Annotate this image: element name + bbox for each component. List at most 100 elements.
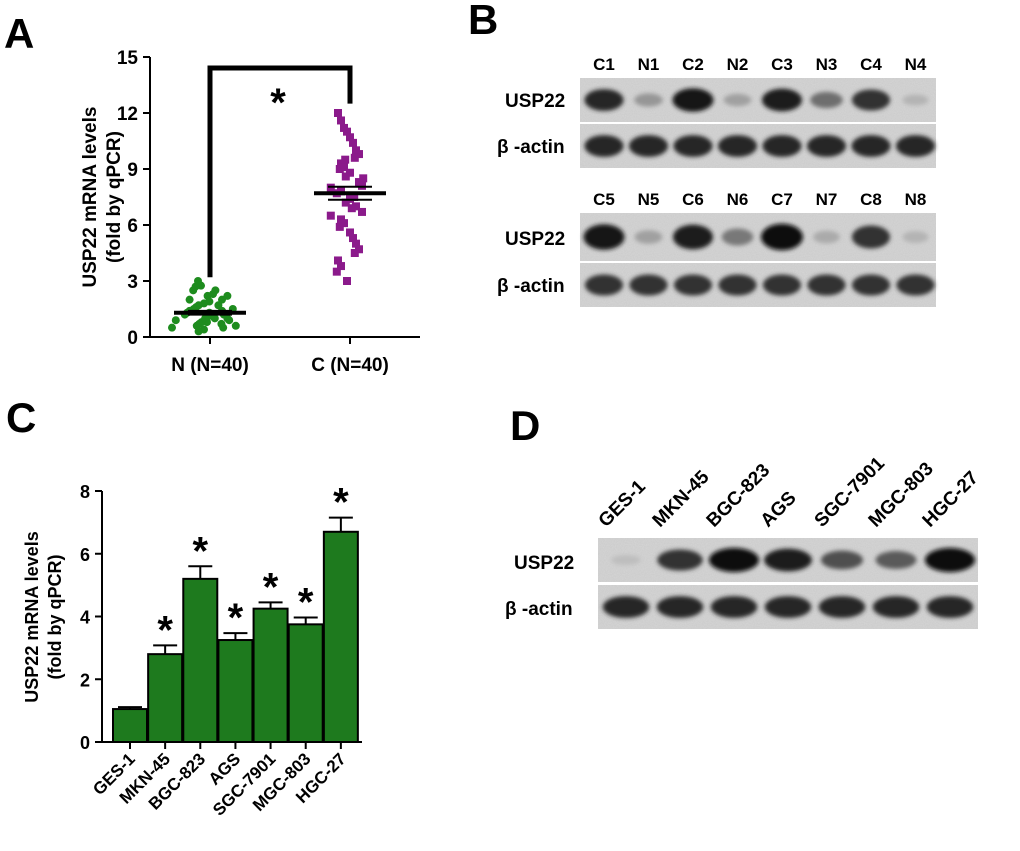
usp22-strip-band	[820, 550, 864, 570]
data-point-c	[346, 168, 354, 177]
data-point-c	[358, 207, 366, 216]
row-label-actin: β -actin	[497, 137, 565, 158]
data-point-n	[189, 286, 198, 295]
data-point-c	[350, 249, 359, 257]
lane-label: N7	[816, 190, 838, 209]
actin-strip-top-band	[851, 135, 891, 157]
significance-star: *	[228, 596, 244, 640]
data-point-n	[168, 323, 176, 332]
y-tick-label: 2	[80, 670, 90, 690]
lane-label: AGS	[757, 488, 801, 532]
actin-strip-band	[710, 596, 758, 618]
data-point-c	[326, 211, 335, 220]
data-point-c	[352, 202, 360, 211]
data-point-c	[337, 116, 345, 125]
lane-label: C7	[771, 190, 793, 209]
usp22-strip-top-band	[672, 88, 714, 112]
data-point-c	[346, 133, 354, 142]
panel-letter-b: B	[468, 0, 498, 43]
usp22-strip-bottom-band	[851, 225, 891, 249]
data-point-c	[355, 245, 363, 254]
actin-strip-top-band	[762, 135, 802, 157]
actin-strip-bottom-band	[629, 274, 668, 296]
lane-label: N5	[638, 190, 660, 209]
y-tick-label: 12	[117, 104, 138, 125]
actin-strip-bottom-band	[584, 274, 624, 296]
data-point-c	[349, 234, 357, 243]
usp22-strip-bottom-band	[634, 230, 663, 244]
lane-label: N6	[727, 190, 749, 209]
usp22-strip-top-band	[902, 94, 929, 106]
data-point-n	[231, 321, 240, 330]
usp22-strip-top-band	[810, 91, 843, 109]
lane-label: C2	[682, 55, 704, 74]
usp22-strip-bottom-band	[761, 223, 803, 251]
actin-strip-bottom-band	[718, 274, 757, 296]
panel-letter-a: A	[4, 10, 34, 57]
data-point-c	[350, 193, 359, 201]
usp22-strip-band	[925, 547, 975, 573]
usp22-strip-top-band	[584, 89, 624, 111]
row-label-usp22: USP22	[514, 553, 574, 574]
usp22-strip-bottom-band	[583, 224, 625, 250]
bar	[182, 577, 219, 743]
data-point-c	[335, 222, 344, 231]
y-axis-label: USP22 mRNA levels (fold by qPCR)	[22, 531, 65, 702]
data-point-c	[337, 262, 345, 271]
significance-star: *	[333, 481, 349, 525]
data-point-n	[194, 327, 203, 336]
significance-star: *	[157, 608, 173, 652]
data-point-c	[332, 267, 341, 276]
lane-label: C4	[860, 55, 882, 74]
panel-letter-d: D	[510, 402, 540, 449]
row-label-usp22: USP22	[505, 91, 565, 112]
actin-strip-band	[764, 596, 812, 618]
y-axis-label-line1: USP22 mRNA levels	[22, 531, 42, 702]
bar	[147, 653, 184, 744]
y-axis-label-line2: (fold by qPCR)	[104, 131, 125, 263]
data-point-c	[334, 256, 342, 265]
bar	[217, 639, 254, 743]
lane-label: C1	[593, 55, 615, 74]
data-point-c	[341, 198, 350, 207]
data-point-c	[352, 239, 360, 248]
data-point-c	[341, 172, 350, 181]
lane-label: N1	[638, 55, 660, 74]
data-point-c	[355, 150, 363, 159]
panel-b-western-blot: C1 N1 C2 N2 C3 N3 C4 N4 USP22 β -actin C5 N5 C6 N6 C7 N…	[497, 55, 936, 307]
row-label-actin: β -actin	[497, 276, 565, 297]
data-point-n	[185, 295, 194, 304]
usp22-strip-band	[611, 554, 641, 566]
lane-label: N2	[727, 55, 749, 74]
actin-strip-band	[818, 596, 866, 618]
actin-strip-bottom-band	[673, 274, 713, 296]
y-axis-label: USP22 mRNA levels (fold by qPCR)	[80, 107, 125, 288]
actin-strip-bottom-band	[807, 274, 846, 296]
lane-label: C8	[860, 190, 882, 209]
actin-strip-top-band	[895, 135, 936, 157]
actin-strip-top-band	[806, 135, 847, 157]
y-tick-label: 6	[80, 545, 90, 565]
usp22-strip-top-band	[634, 93, 663, 107]
lane-label: MKN-45	[649, 466, 714, 531]
y-axis-label-line2: (fold by qPCR)	[45, 555, 65, 680]
data-point-c	[340, 163, 348, 172]
data-point-c	[359, 174, 368, 183]
y-tick-label: 8	[80, 482, 90, 502]
data-point-c	[335, 165, 344, 173]
usp22-strip-band	[657, 549, 703, 571]
actin-strip-top-band	[584, 135, 624, 157]
data-point-n	[210, 314, 219, 323]
usp22-strip-band	[764, 548, 812, 572]
significance-star: *	[263, 565, 279, 609]
bar	[322, 530, 359, 743]
significance-star: *	[192, 529, 208, 573]
lane-label: GES-1	[595, 476, 650, 531]
actin-strip-bottom-band	[851, 274, 891, 296]
usp22-strip-top-band	[761, 88, 803, 112]
lane-label: C6	[682, 190, 704, 209]
usp22-strip-bottom-band	[721, 228, 754, 246]
data-point-c	[350, 153, 359, 162]
y-tick-label: 0	[127, 328, 138, 349]
